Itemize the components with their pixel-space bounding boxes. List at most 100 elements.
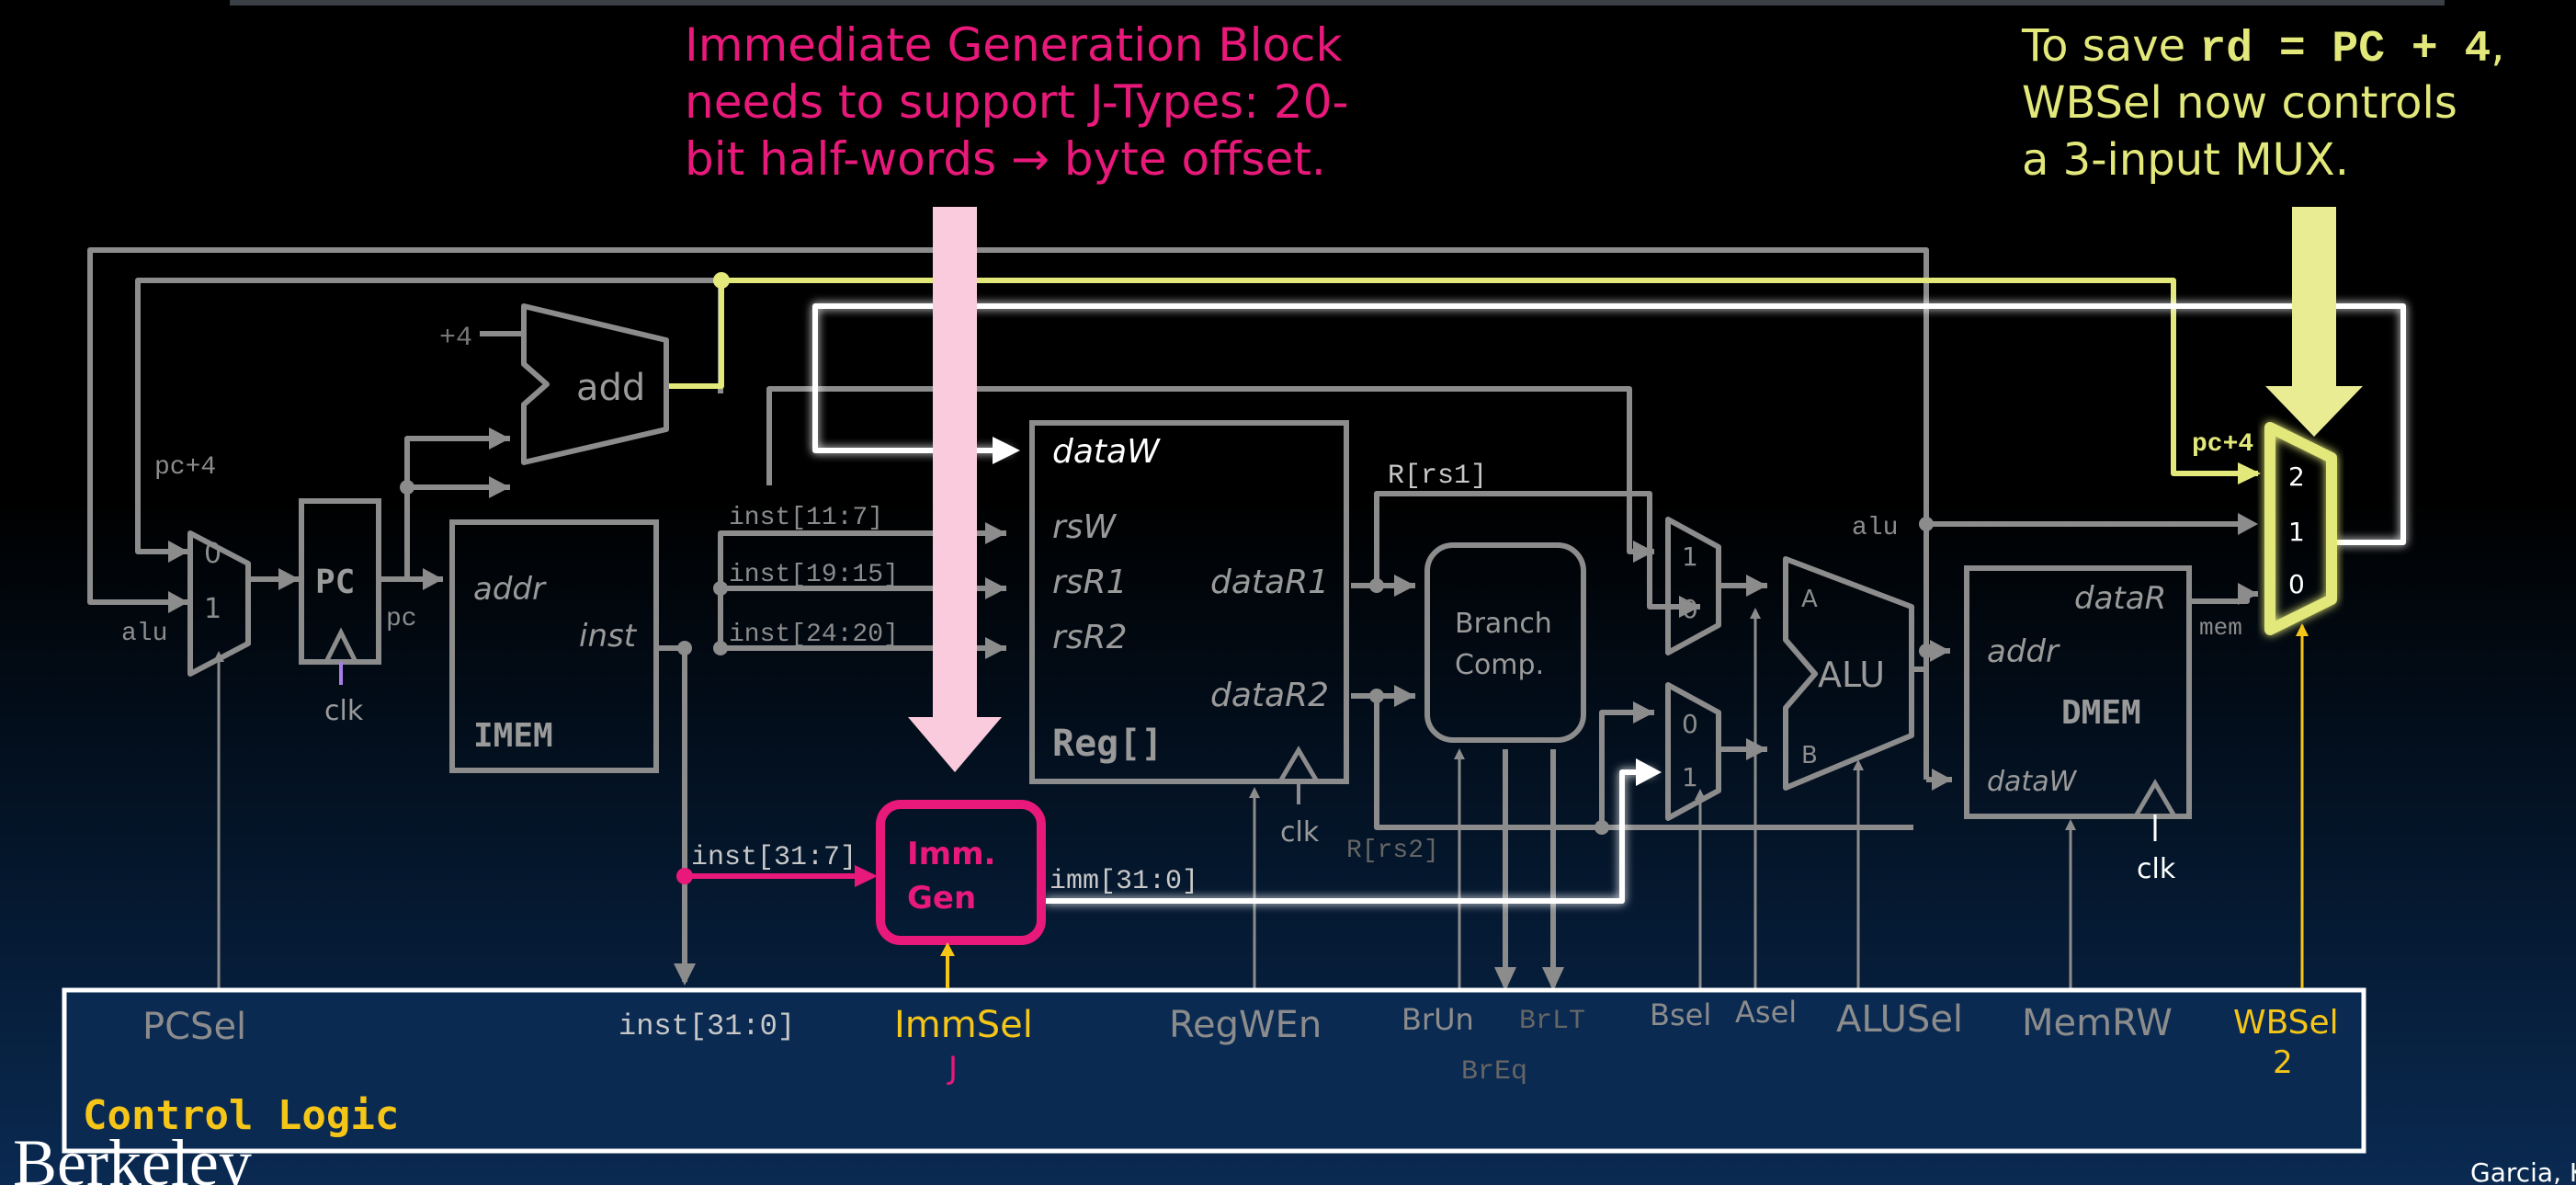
imm-input-dot: [676, 868, 693, 884]
b-mux: [1665, 682, 1721, 821]
a-mux: [1665, 517, 1721, 655]
dmem-clock-triangle: [2134, 779, 2176, 816]
inst-31-7-label: inst[31:7]: [691, 842, 857, 873]
branch-comp-line2: Comp.: [1455, 649, 1544, 681]
branch-comp-line1: Branch: [1455, 608, 1552, 640]
regfile-rsr2-port: rsR2: [1052, 619, 1127, 656]
control-logic-box: [62, 987, 2366, 1154]
breq-label: BrEq: [1461, 1056, 1527, 1088]
dmem-datar-port: dataR: [2074, 580, 2166, 617]
alu-a-port: A: [1801, 586, 1818, 613]
pc4-wire-label: pc+4: [154, 453, 216, 482]
pcsel-label: PCSel: [142, 1006, 246, 1048]
dmem-addr-port: addr: [1987, 633, 2060, 670]
wbsel-callout-line3: a 3-input MUX.: [2022, 134, 2349, 186]
junction-dots: [400, 480, 1934, 835]
mem-wire-label: mem: [2199, 614, 2242, 642]
control-logic-title: Control Logic: [83, 1092, 399, 1139]
dmem-title: DMEM: [2061, 694, 2141, 732]
pc4-yellow-wire: [667, 278, 2258, 476]
imm-31-0-label: imm[31:0]: [1050, 866, 1198, 897]
brlt-label: BrLT: [1519, 1006, 1585, 1037]
regfile-rsw-port: rsW: [1052, 508, 1118, 546]
pc-mux: [187, 530, 251, 677]
imem-block: [449, 519, 659, 773]
imem-addr-port: addr: [473, 571, 547, 608]
inst-19-15-label: inst[19:15]: [729, 561, 899, 589]
wbsel-callout-arrow: [2265, 207, 2363, 437]
regfile-block: [1029, 420, 1349, 784]
pc4-junction-dot: [713, 272, 730, 289]
pc-out-wire-label: pc: [386, 605, 417, 633]
pc4-right-wire-label: pc+4: [2192, 430, 2253, 459]
pc-mux-in0: 0: [204, 538, 221, 570]
pc-mux-in1: 1: [204, 593, 221, 625]
inst-11-7-label: inst[11:7]: [729, 504, 883, 532]
alu-left-wire-label: alu: [121, 620, 167, 648]
b-mux-in1: 1: [1682, 762, 1698, 792]
pc4-arrowhead: [2238, 462, 2261, 484]
wbsel-callout-line1: To save rd = PC + 4,: [2021, 20, 2505, 74]
immgen-callout-line3: bit half-words → byte offset.: [685, 132, 1326, 186]
alu-block: [1783, 556, 1914, 791]
regfile-clock-triangle: [1277, 746, 1320, 783]
berkeley-footer: Berkeley: [13, 1126, 252, 1185]
imm-input-arrowhead: [855, 865, 878, 887]
r-rs2-label: R[rs2]: [1346, 837, 1439, 865]
dataw-arrowhead: [993, 437, 1020, 464]
imm-arrowhead: [1636, 758, 1662, 786]
plus4-label: +4: [439, 323, 472, 354]
inst-31-0-label: inst[31:0]: [618, 1009, 795, 1043]
b-mux-in0: 0: [1682, 709, 1698, 739]
wbsel-label: WBSel: [2233, 1004, 2339, 1042]
dmem-dataw-port: dataW: [1987, 766, 2078, 798]
dmem-clk-label: clk: [2137, 853, 2176, 885]
regfile-datar2-port: dataR2: [1210, 677, 1329, 714]
wbsel-value: 2: [2273, 1044, 2293, 1081]
author-footer: Garcia, K: [2470, 1157, 2576, 1185]
gray-arrowheads: [168, 427, 2258, 991]
regfile-rsr1-port: rsR1: [1052, 564, 1127, 601]
adder-block: [521, 303, 669, 465]
immgen-callout-line2: needs to support J-Types: 20-: [685, 75, 1349, 129]
imem-title: IMEM: [473, 717, 553, 755]
immgen-callout-arrow: [908, 207, 1002, 772]
immgen-label-line1: Imm.: [907, 836, 995, 872]
dmem-block: [1964, 565, 2192, 819]
imem-inst-port: inst: [579, 618, 638, 655]
regfile-datar1-port: dataR1: [1210, 564, 1329, 601]
wb-mux-in0: 0: [2288, 569, 2305, 599]
r-rs1-label: R[rs1]: [1388, 461, 1487, 492]
pc-clk-label: clk: [324, 695, 364, 727]
immsel-value: J: [947, 1050, 958, 1087]
alu-right-wire-label: alu: [1852, 514, 1898, 542]
pc-clock-triangle: [323, 627, 358, 664]
immsel-arrowhead: [940, 942, 955, 956]
alusel-label: ALUSel: [1836, 998, 1963, 1041]
inst-24-20-label: inst[24:20]: [729, 621, 899, 649]
wb-mux: [2264, 422, 2337, 635]
bsel-label: Bsel: [1650, 997, 1711, 1032]
immgen-label-line2: Gen: [907, 880, 976, 917]
wbsel-arrowhead: [2296, 623, 2309, 636]
wb-mux-in2: 2: [2288, 461, 2305, 492]
memrw-label: MemRW: [2022, 1002, 2173, 1044]
regwen-label: RegWEn: [1169, 1004, 1322, 1046]
wb-mux-in1: 1: [2288, 517, 2305, 547]
a-mux-in1: 1: [1682, 541, 1698, 572]
adder-label: add: [576, 367, 645, 409]
asel-label: Asel: [1735, 995, 1797, 1030]
a-mux-in0: 0: [1682, 594, 1698, 624]
alu-label: ALU: [1818, 655, 1885, 695]
pc-label: PC: [315, 564, 355, 601]
regfile-clk-label: clk: [1280, 816, 1320, 849]
alu-b-port: B: [1801, 742, 1818, 769]
wbsel-callout-line2: WBSel now controls: [2022, 77, 2457, 129]
top-bar: [230, 0, 2445, 6]
immsel-label: ImmSel: [894, 1004, 1033, 1046]
immgen-callout-line1: Immediate Generation Block: [685, 18, 1343, 72]
branch-comp-block: [1424, 542, 1586, 743]
regfile-dataw-port: dataW: [1052, 433, 1161, 471]
brun-label: BrUn: [1401, 1002, 1474, 1037]
